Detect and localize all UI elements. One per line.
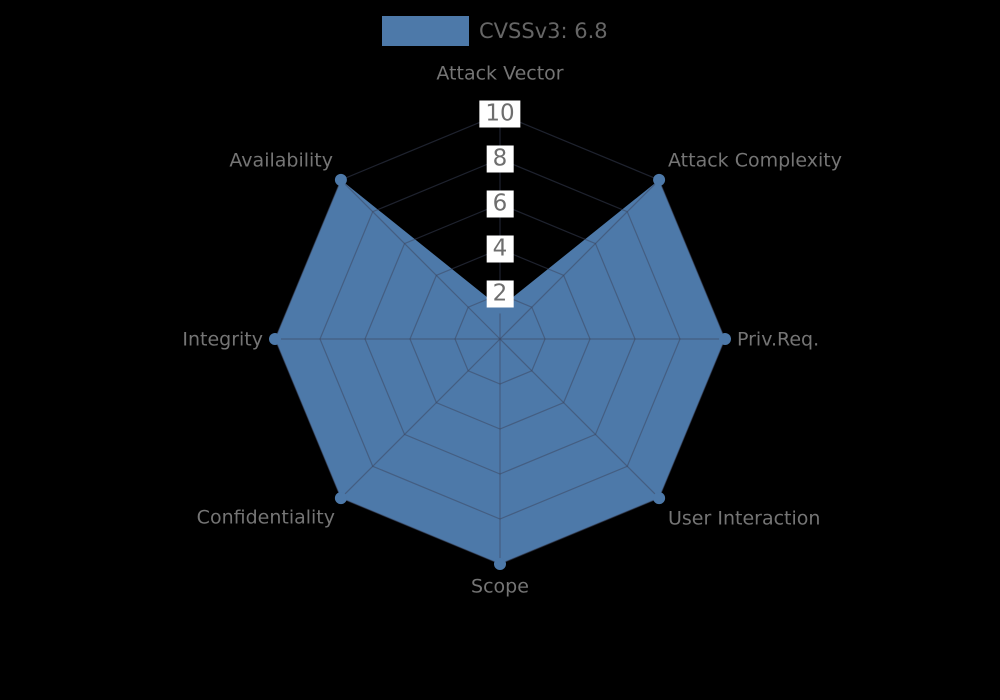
data-point [653, 492, 666, 505]
legend-swatch [382, 16, 469, 46]
radial-tick-6: 6 [486, 190, 514, 218]
axis-label-user-interaction: User Interaction [668, 507, 821, 530]
radial-tick-2: 2 [486, 280, 514, 308]
axis-spoke [340, 179, 501, 340]
data-point [719, 333, 731, 345]
data-point [494, 558, 506, 570]
data-point [653, 173, 666, 186]
axis-label-attack-vector: Attack Vector [436, 62, 564, 85]
axis-spoke [499, 179, 660, 340]
axis-label-confidentiality: Confidentiality [196, 506, 335, 529]
axis-label-priv-req: Priv.Req. [737, 328, 820, 351]
radial-tick-4: 4 [486, 235, 514, 263]
radial-tick-8: 8 [486, 145, 514, 173]
axis-spoke [340, 338, 501, 499]
radial-tick-10: 10 [479, 100, 521, 128]
axis-label-scope: Scope [471, 575, 529, 598]
legend-label: CVSSv3: 6.8 [479, 19, 608, 43]
axis-label-availability: Availability [229, 149, 333, 172]
axis-label-integrity: Integrity [182, 328, 263, 351]
data-point [269, 333, 281, 345]
axis-label-attack-complexity: Attack Complexity [668, 149, 843, 172]
data-point [334, 173, 347, 186]
chart-legend: CVSSv3: 6.8 [382, 16, 608, 46]
data-point [334, 492, 347, 505]
axis-spoke [499, 338, 660, 499]
